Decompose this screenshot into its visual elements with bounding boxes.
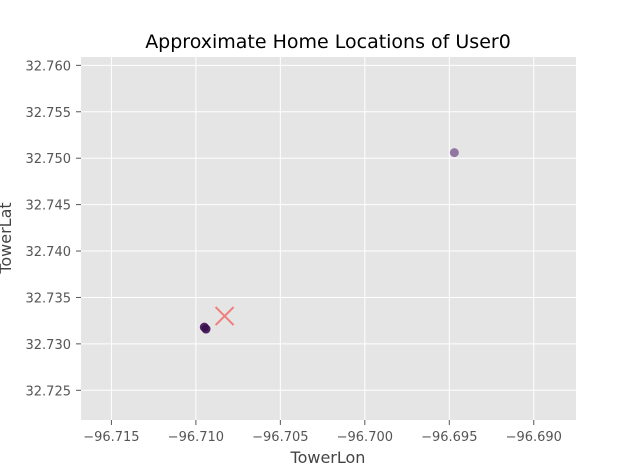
y-tick-label: 32.745 xyxy=(26,199,72,214)
y-tick-label: 32.750 xyxy=(26,152,72,167)
y-tick-label: 32.755 xyxy=(26,106,72,121)
centroid-markers xyxy=(214,306,235,326)
y-tick-label: 32.730 xyxy=(26,338,72,353)
x-tick-label: −96.705 xyxy=(252,430,308,445)
y-axis-ticks: 32.725 32.730 32.735 32.740 32.745 32.750 32.7… xyxy=(26,59,81,399)
plot-background xyxy=(81,57,576,420)
x-tick-label: −96.700 xyxy=(337,430,393,445)
y-tick-label: 32.735 xyxy=(26,291,72,306)
x-marker-stroke xyxy=(214,306,235,326)
y-tick-label: 32.740 xyxy=(26,245,72,260)
x-tick-label: −96.695 xyxy=(421,430,477,445)
x-tick-label: −96.710 xyxy=(168,430,224,445)
y-tick-label: 32.760 xyxy=(26,59,72,74)
chart-title: Approximate Home Locations of User0 xyxy=(145,31,511,53)
scatter-point xyxy=(449,148,459,158)
x-axis-label: TowerLon xyxy=(290,448,366,467)
y-tick-label: 32.725 xyxy=(26,384,72,399)
x-axis-ticks: −96.715 −96.710 −96.705 −96.700 −96.695 −96.6… xyxy=(83,420,562,445)
scatter-point xyxy=(201,324,211,334)
y-axis-label: TowerLat xyxy=(0,202,15,274)
gridlines xyxy=(81,57,576,420)
x-tick-label: −96.690 xyxy=(506,430,562,445)
x-tick-label: −96.715 xyxy=(83,430,139,445)
data-points xyxy=(199,148,459,334)
x-marker xyxy=(214,306,235,326)
